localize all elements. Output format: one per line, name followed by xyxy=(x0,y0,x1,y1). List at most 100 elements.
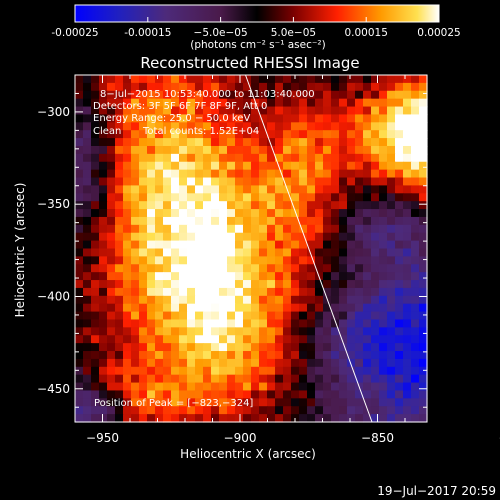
heatmap-cell xyxy=(235,256,244,265)
heatmap-cell xyxy=(219,327,228,336)
heatmap-cell xyxy=(379,201,388,210)
heatmap-cell xyxy=(171,232,180,242)
heatmap-cell xyxy=(339,114,348,123)
heatmap-cell xyxy=(243,177,252,187)
heatmap-cell xyxy=(235,232,244,242)
heatmap-cell xyxy=(131,280,140,289)
heatmap-cell xyxy=(219,114,228,123)
heatmap-cell xyxy=(123,98,132,108)
heatmap-cell xyxy=(339,209,348,218)
heatmap-cell xyxy=(163,382,172,392)
heatmap-cell xyxy=(291,145,300,155)
heatmap-cell xyxy=(203,343,212,352)
heatmap-cell xyxy=(323,311,332,321)
heatmap-cell xyxy=(139,303,148,313)
heatmap-cell xyxy=(235,82,244,92)
limb-line xyxy=(245,74,373,423)
heatmap-cell xyxy=(195,122,204,131)
heatmap-cell xyxy=(155,209,164,218)
heatmap-cell xyxy=(363,335,372,344)
heatmap-cell xyxy=(411,398,420,407)
heatmap-cell xyxy=(115,209,124,218)
heatmap-cell xyxy=(363,232,372,242)
heatmap-cell xyxy=(227,414,236,423)
heatmap-cell xyxy=(115,311,124,321)
heatmap-cell xyxy=(227,374,236,384)
heatmap-cell xyxy=(203,406,212,415)
heatmap-cell xyxy=(363,414,372,423)
heatmap-cell xyxy=(211,90,220,100)
heatmap-cell xyxy=(91,248,100,257)
heatmap-cell xyxy=(363,122,372,131)
heatmap-cell xyxy=(299,374,308,384)
heatmap-cell xyxy=(379,303,388,313)
heatmap-cell xyxy=(235,177,244,187)
heatmap-cell xyxy=(91,343,100,352)
heatmap-cell xyxy=(147,130,156,139)
heatmap-cell xyxy=(99,82,108,92)
heatmap-cell xyxy=(411,75,420,84)
heatmap-cell xyxy=(291,153,300,163)
heatmap-cell xyxy=(195,145,204,155)
heatmap-cell xyxy=(211,75,220,84)
heatmap-cell xyxy=(147,287,156,297)
heatmap-cell xyxy=(171,114,180,123)
heatmap-cell xyxy=(227,240,236,250)
heatmap-cell xyxy=(339,366,348,376)
heatmap-cell xyxy=(227,280,236,289)
heatmap-cell xyxy=(211,201,220,210)
heatmap-cell xyxy=(139,256,148,265)
heatmap-cell xyxy=(411,177,420,187)
heatmap-cell xyxy=(99,232,108,242)
heatmap-cell xyxy=(155,327,164,336)
heatmap-cell xyxy=(171,224,180,234)
heatmap-cell xyxy=(195,209,204,218)
heatmap-cell xyxy=(259,122,268,131)
heatmap-cell xyxy=(371,343,380,352)
heatmap-cell xyxy=(267,145,276,155)
heatmap-cell xyxy=(227,75,236,84)
heatmap-cell xyxy=(419,335,428,344)
heatmap-cell xyxy=(115,130,124,139)
heatmap-cell xyxy=(115,161,124,171)
heatmap-cell xyxy=(83,382,92,392)
heatmap-cell xyxy=(75,382,84,392)
heatmap-cell xyxy=(227,153,236,163)
heatmap-cell xyxy=(395,382,404,392)
heatmap-cell xyxy=(243,311,252,321)
heatmap-cell xyxy=(275,414,284,423)
heatmap-cell xyxy=(411,232,420,242)
heatmap-cell xyxy=(219,303,228,313)
heatmap-cell xyxy=(403,82,412,92)
heatmap-cell xyxy=(355,374,364,384)
heatmap-cell xyxy=(411,295,420,305)
heatmap-cell xyxy=(267,374,276,384)
heatmap-cell xyxy=(139,374,148,384)
heatmap-cell xyxy=(195,374,204,384)
annotations: 8−Jul−2015 10:53:40.000 to 11:03:40.000 … xyxy=(93,89,315,409)
heatmap-cell xyxy=(379,264,388,273)
heatmap-cell xyxy=(371,256,380,265)
heatmap-cell xyxy=(331,106,340,116)
heatmap-cell xyxy=(347,287,356,297)
heatmap-cell xyxy=(331,382,340,392)
heatmap-cell xyxy=(371,169,380,179)
heatmap-cell xyxy=(235,130,244,139)
heatmap-cell xyxy=(291,327,300,336)
heatmap-cell xyxy=(163,343,172,352)
heatmap-cell xyxy=(251,114,260,123)
heatmap-cell xyxy=(107,138,116,147)
heatmap-cell xyxy=(283,406,292,415)
heatmap-cell xyxy=(75,335,84,344)
heatmap-cell xyxy=(99,303,108,313)
heatmap-cell xyxy=(307,272,316,281)
heatmap-cell xyxy=(155,240,164,250)
heatmap-cell xyxy=(163,366,172,376)
heatmap-cell xyxy=(251,351,260,360)
heatmap-cell xyxy=(411,374,420,384)
heatmap-cell xyxy=(219,311,228,321)
heatmap-cell xyxy=(347,153,356,163)
heatmap-cell xyxy=(155,185,164,194)
heatmap-cell xyxy=(107,98,116,108)
heatmap-cell xyxy=(355,390,364,399)
